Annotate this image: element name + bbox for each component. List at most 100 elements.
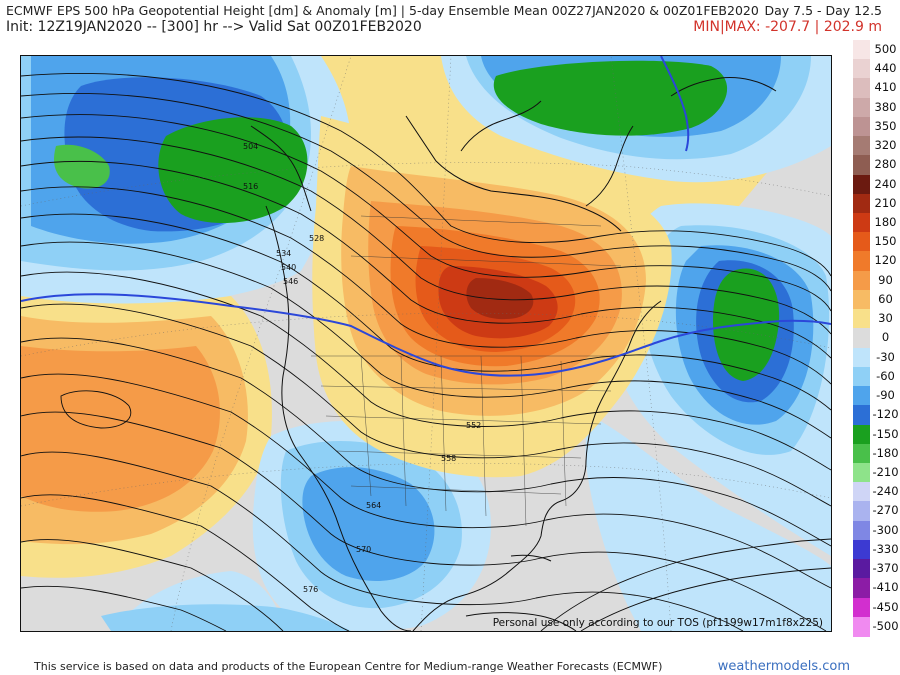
contour-label: 540 xyxy=(281,263,296,272)
legend-swatch xyxy=(853,97,870,118)
height-contours xyxy=(21,73,831,631)
legend-label: 410 xyxy=(874,80,897,95)
legend-swatch xyxy=(853,501,870,522)
legend-entry: -500 xyxy=(851,616,900,637)
legend-label: 30 xyxy=(878,311,893,326)
coastlines xyxy=(250,77,777,631)
legend-entry: 380 xyxy=(851,97,900,118)
legend-swatch xyxy=(853,328,870,349)
legend-entry: -180 xyxy=(851,443,900,464)
legend-entry: 240 xyxy=(851,174,900,195)
contour-label: 504 xyxy=(243,142,258,151)
legend-entry: -240 xyxy=(851,482,900,503)
legend-swatch xyxy=(853,366,870,387)
legend-label: 0 xyxy=(881,330,890,345)
legend-swatch xyxy=(853,443,870,464)
legend-swatch xyxy=(853,424,870,445)
legend-label: 350 xyxy=(874,118,897,133)
legend-swatch xyxy=(853,616,870,637)
graticule xyxy=(21,56,831,631)
legend-swatch xyxy=(853,347,870,368)
legend-label: -410 xyxy=(872,580,899,595)
legend-swatch xyxy=(853,482,870,503)
legend-swatch xyxy=(853,520,870,541)
legend-swatch xyxy=(853,174,870,195)
legend-swatch xyxy=(853,559,870,580)
contour-label: 552 xyxy=(466,421,481,430)
legend-entry: -90 xyxy=(851,386,900,407)
legend-label: 150 xyxy=(874,234,897,249)
legend-swatch xyxy=(853,251,870,272)
legend-swatch xyxy=(853,59,870,80)
legend-label: -300 xyxy=(872,522,899,537)
legend-entry: -120 xyxy=(851,405,900,426)
legend-entry: 410 xyxy=(851,78,900,99)
legend-entry: -30 xyxy=(851,347,900,368)
political-boundaries xyxy=(311,215,622,527)
legend-swatch xyxy=(853,193,870,214)
contour-label: 528 xyxy=(309,234,324,243)
legend-label: -120 xyxy=(872,407,899,422)
legend-entry: 30 xyxy=(851,309,900,330)
legend-label: 440 xyxy=(874,61,897,76)
legend-swatch xyxy=(853,232,870,253)
legend-label: -450 xyxy=(872,599,899,614)
legend-label: 180 xyxy=(874,215,897,230)
min-max-readout: MIN|MAX: -207.7 | 202.9 m xyxy=(693,19,882,35)
legend-entry: 120 xyxy=(851,251,900,272)
legend-swatch xyxy=(853,78,870,99)
chart-title: ECMWF EPS 500 hPa Geopotential Height [d… xyxy=(6,3,759,18)
legend-label: 380 xyxy=(874,99,897,114)
legend-swatch xyxy=(853,40,870,60)
legend-label: 320 xyxy=(874,138,897,153)
anomaly-map: 504 516 528 534 540 546 552 558 564 570 … xyxy=(21,56,831,631)
legend-label: -30 xyxy=(876,349,895,364)
contour-label: 534 xyxy=(276,249,291,258)
legend-label: -180 xyxy=(872,445,899,460)
forecast-day-range: Day 7.5 - Day 12.5 xyxy=(764,3,882,18)
init-valid-time: Init: 12Z19JAN2020 -- [300] hr --> Valid… xyxy=(6,19,422,35)
legend-label: -330 xyxy=(872,541,899,556)
contour-label: 576 xyxy=(303,585,318,594)
map-panel: 504 516 528 534 540 546 552 558 564 570 … xyxy=(20,55,832,632)
legend-swatch xyxy=(853,270,870,291)
legend-label: 280 xyxy=(874,157,897,172)
contour-labels: 504 516 528 534 540 546 552 558 564 570 … xyxy=(243,142,481,594)
strong-negative-anomaly-gulf-of-alaska xyxy=(158,117,308,224)
legend-entry: 210 xyxy=(851,193,900,214)
legend-swatch xyxy=(853,539,870,560)
legend-entry: 280 xyxy=(851,155,900,176)
legend-entry: -450 xyxy=(851,597,900,618)
legend-label: 90 xyxy=(878,272,893,287)
legend-entry: -150 xyxy=(851,424,900,445)
legend-swatch xyxy=(853,386,870,407)
contour-label: 516 xyxy=(243,182,258,191)
legend-entry: 440 xyxy=(851,59,900,80)
legend-label: 240 xyxy=(874,176,897,191)
site-link[interactable]: weathermodels.com xyxy=(717,659,850,674)
legend-label: 500 xyxy=(874,42,897,56)
legend-entry: -330 xyxy=(851,539,900,560)
legend-entry: 350 xyxy=(851,116,900,137)
legend-entry: -60 xyxy=(851,366,900,387)
legend-entry: 180 xyxy=(851,213,900,234)
legend-entry: 0 xyxy=(851,328,900,349)
legend-label: -270 xyxy=(872,503,899,518)
legend-entry: -300 xyxy=(851,520,900,541)
legend-entry: -210 xyxy=(851,462,900,483)
legend-entry: 500 xyxy=(851,40,900,60)
legend-label: 60 xyxy=(878,291,893,306)
legend-entry: 320 xyxy=(851,136,900,157)
legend-entry: -410 xyxy=(851,578,900,599)
contour-label: 558 xyxy=(441,454,456,463)
legend-entry: 150 xyxy=(851,232,900,253)
contour-label: 570 xyxy=(356,545,371,554)
anomaly-color-legend: 500 440 410 380 350 320 280 240 210 180 150 120 90 60… xyxy=(851,40,900,637)
legend-swatch xyxy=(853,213,870,234)
legend-label: 210 xyxy=(874,195,897,210)
legend-label: -500 xyxy=(872,618,899,633)
legend-swatch xyxy=(853,578,870,599)
legend-label: -90 xyxy=(876,388,895,403)
legend-label: -370 xyxy=(872,561,899,576)
legend-entry: -370 xyxy=(851,559,900,580)
